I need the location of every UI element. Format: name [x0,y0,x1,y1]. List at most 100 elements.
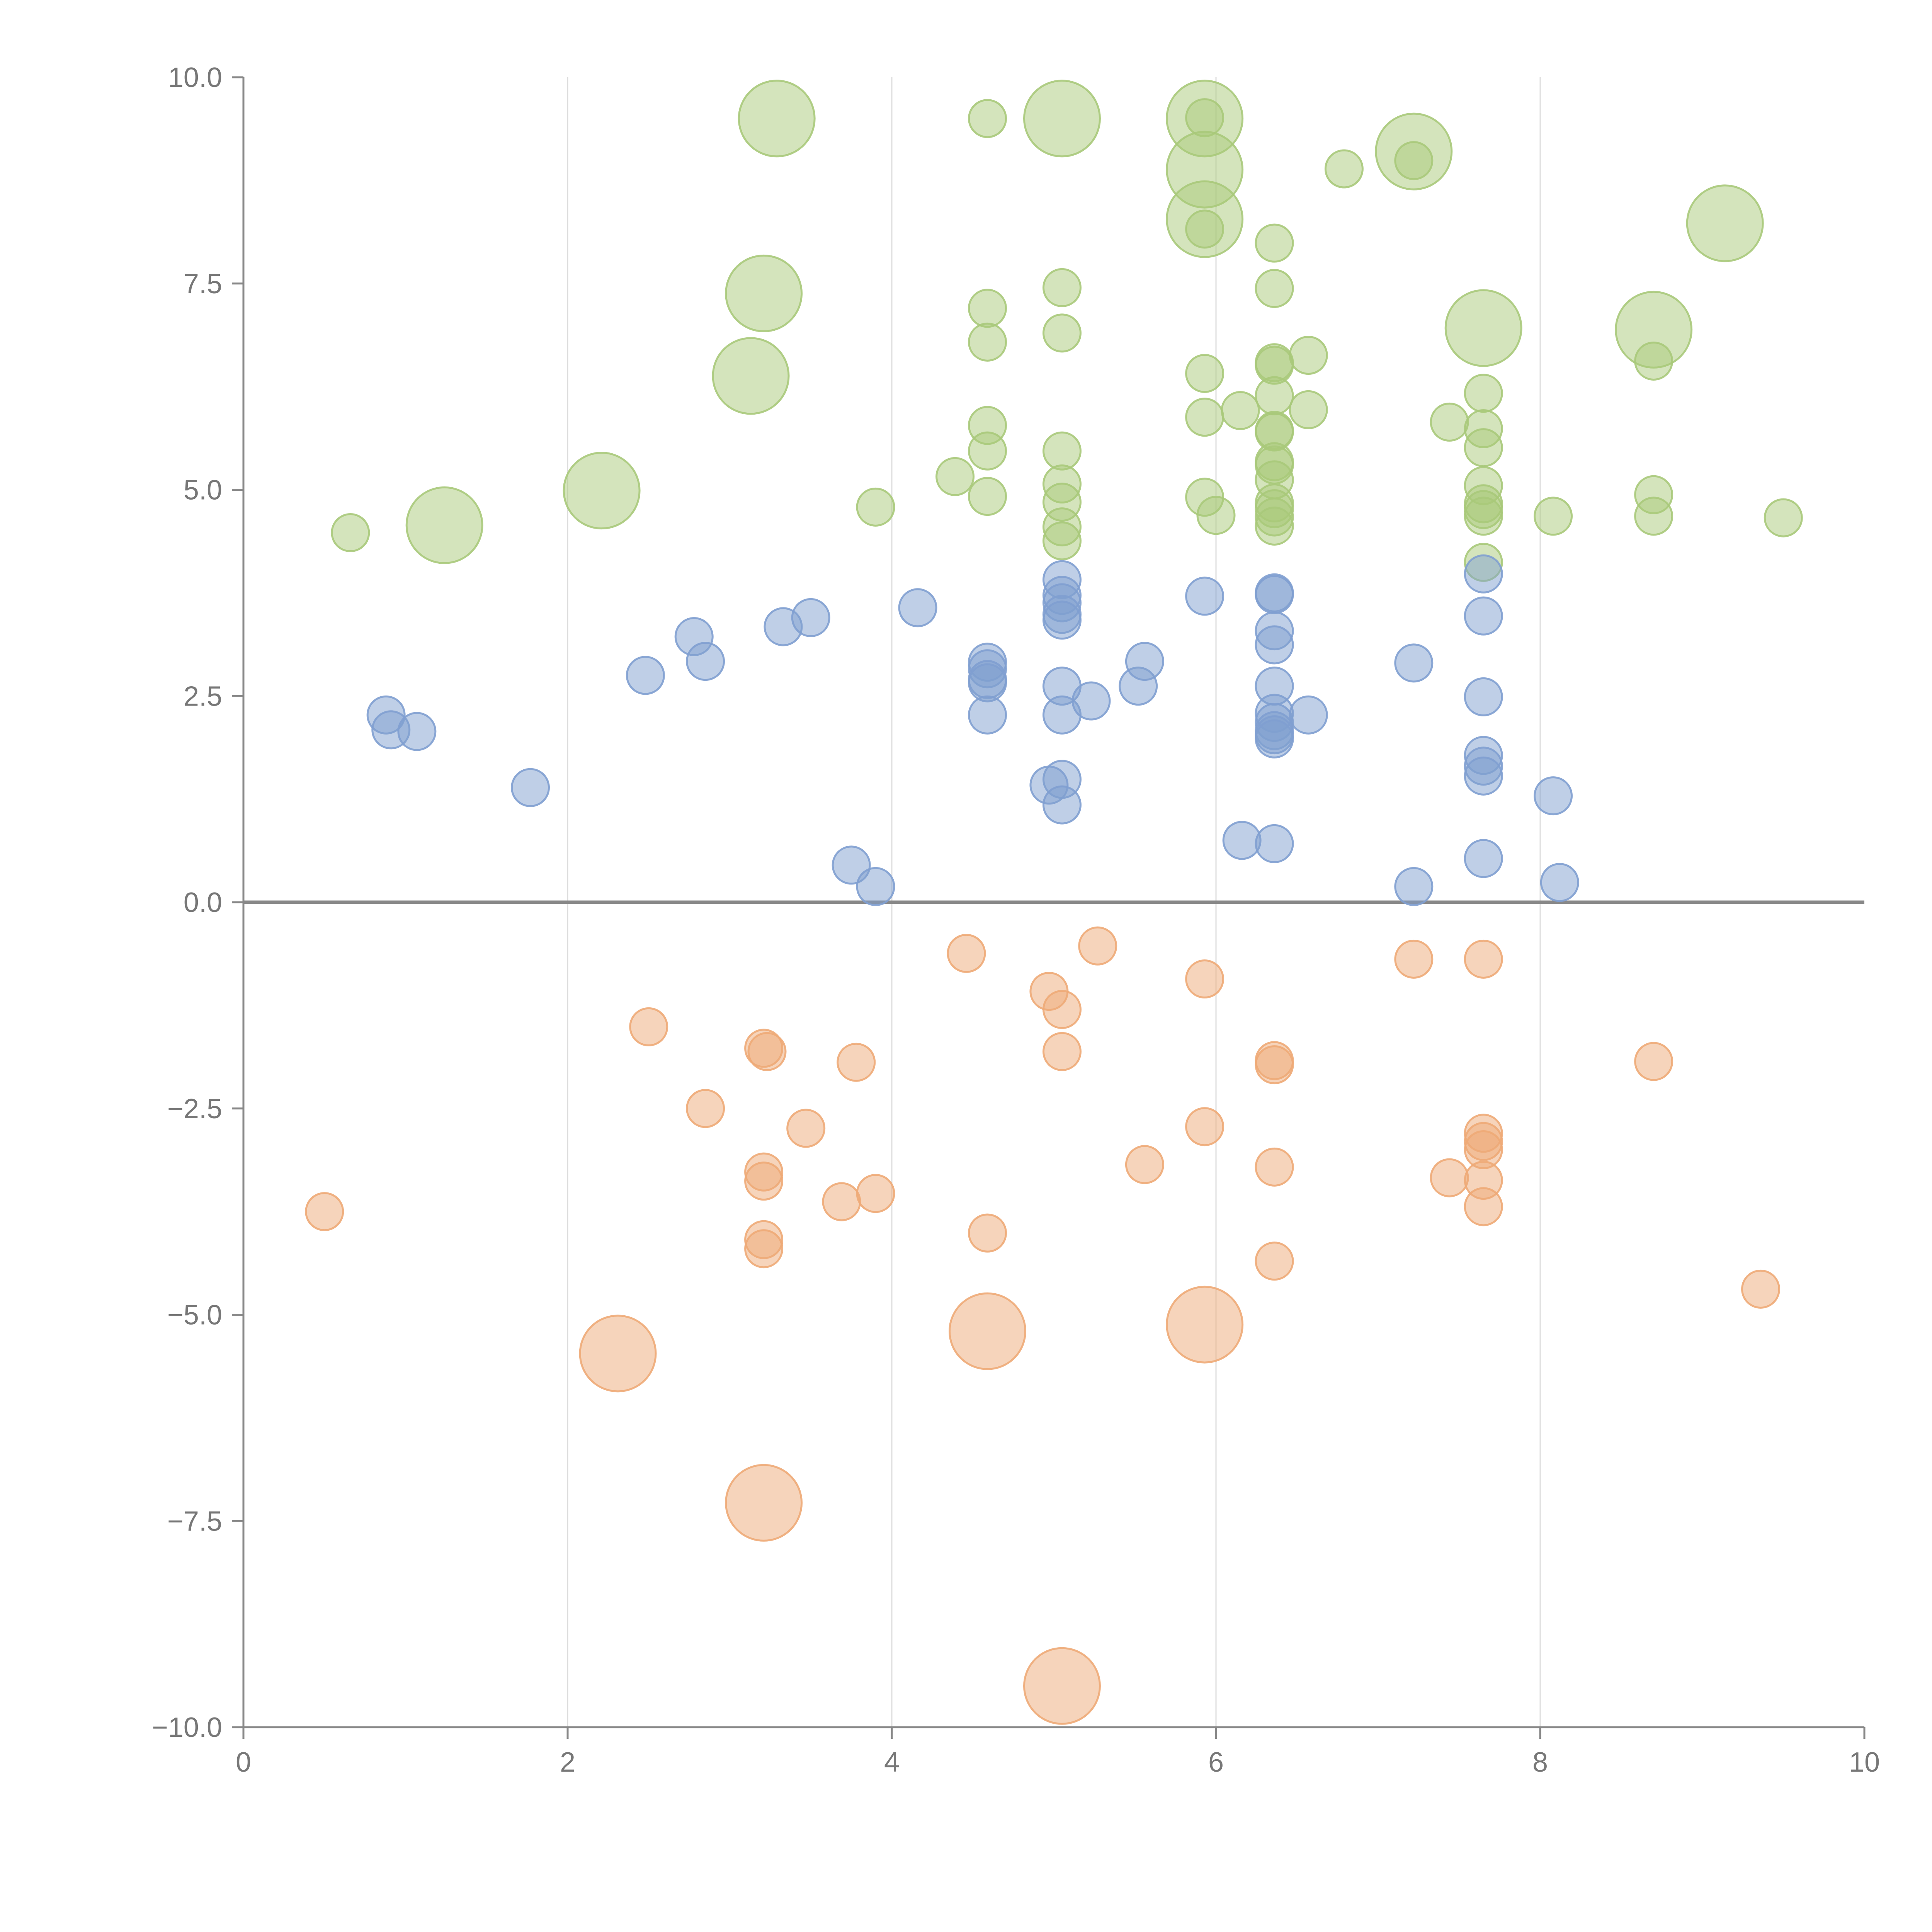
bubble-point [1185,354,1225,393]
bubble-point [1221,391,1260,430]
tick-labels: 0 2 4 6 8 10 10.0 7.5 5.0 2.5 0.0 −2.5 −5.0 −7.5 −10.0 [152,62,1880,1778]
bubble-point [1324,149,1364,189]
bubble-point [968,1213,1007,1253]
bubble-point [1042,521,1082,561]
bubble-point [1185,959,1225,999]
bubble-point [1255,575,1294,614]
bubble-point [1289,695,1328,735]
bubble-point [1540,863,1579,902]
bubble-point [712,337,790,415]
bubble-point [968,695,1007,735]
bubble-point [1042,313,1082,353]
y-tick-label: −10.0 [152,1712,222,1743]
bubble-point [626,656,665,695]
bubble-point [1764,498,1803,537]
bubble-point [405,486,483,564]
bubble-point [1185,1107,1225,1146]
bubble-point [1464,677,1503,716]
bubble-point [837,1043,876,1082]
y-tick-label: 7.5 [184,269,222,299]
bubble-point [1634,497,1673,536]
bubble-point [738,80,816,158]
bubble-point [1634,341,1673,381]
bubble-point [1255,376,1294,415]
y-tick-label: 5.0 [184,475,222,506]
bubble-point [1042,268,1082,307]
bubble-point [1430,1158,1469,1197]
bubble-point [1741,1269,1781,1309]
bubble-point [1023,1647,1101,1725]
bubble-point [822,1182,861,1221]
bubble-point [856,487,895,527]
bubble-point [686,642,725,681]
bubble-point [1222,821,1262,860]
bubble-point [1534,497,1573,536]
bubble-point [947,934,986,973]
bubble-point [1185,577,1225,616]
bubble-point [1255,719,1294,759]
bubble-point [1534,776,1573,816]
bubble-point [1078,926,1117,966]
y-tick-label: −7.5 [167,1506,222,1537]
bubble-point [968,99,1007,138]
bubble-point [1394,939,1434,979]
bubble-point [791,598,830,637]
bubble-point [1255,223,1294,263]
bubble-point [1464,554,1503,594]
bubble-point [1185,98,1225,138]
bubble-point [1125,1145,1164,1184]
bubble-point [1444,289,1522,367]
bubble-point [1464,939,1503,979]
bubble-point [1185,209,1225,249]
bubble-point [686,1089,725,1128]
bubble-point [856,1174,895,1213]
bubble-point [1394,643,1434,683]
bubble-point [725,254,803,332]
bubble-point [305,1192,344,1231]
bubble-point [1042,785,1082,825]
bubble-point [1125,642,1164,681]
bubble-point [744,1162,784,1201]
bubble-point [629,1007,668,1046]
series-bottom [305,926,1781,1725]
x-tick-label: 4 [884,1747,900,1778]
bubble-point [744,1229,784,1269]
bubble-point [563,452,641,530]
bubble-point [935,457,975,496]
bubble-point [725,1464,803,1542]
bubble-point [331,513,370,553]
y-tick-label: 2.5 [184,681,222,712]
bubble-point [1185,398,1225,437]
bubble-point [511,768,550,807]
bubble-point [1394,867,1434,906]
bubble-point [968,431,1007,471]
x-tick-label: 0 [236,1747,251,1778]
bubble-point [1464,497,1503,536]
axes [232,76,1866,1739]
bubble-point [968,477,1007,516]
bubble-point [1464,596,1503,636]
bubble-point [1042,600,1082,640]
bubble-point [1464,756,1503,796]
bubble-point [1430,402,1469,442]
bubble-point [1464,1187,1503,1226]
bubble-point [1289,335,1328,375]
series-middle [366,554,1579,906]
bubble-point [1394,141,1434,180]
bubble-point [1255,1045,1294,1085]
bubble-point [1686,184,1764,262]
bubble-point [1196,496,1236,535]
bubble-point [1255,506,1294,546]
x-tick-label: 8 [1532,1747,1548,1778]
y-tick-label: −2.5 [167,1094,222,1124]
bubble-point [1464,839,1503,878]
y-tick-label: −5.0 [167,1300,222,1331]
bubble-point [1289,390,1328,429]
bubble-point [1023,80,1101,158]
bubble-point [1634,1042,1673,1081]
bubbles [305,80,1803,1725]
bubble-point [1255,824,1294,863]
x-tick-label: 10 [1849,1747,1880,1778]
bubble-point [898,588,937,628]
